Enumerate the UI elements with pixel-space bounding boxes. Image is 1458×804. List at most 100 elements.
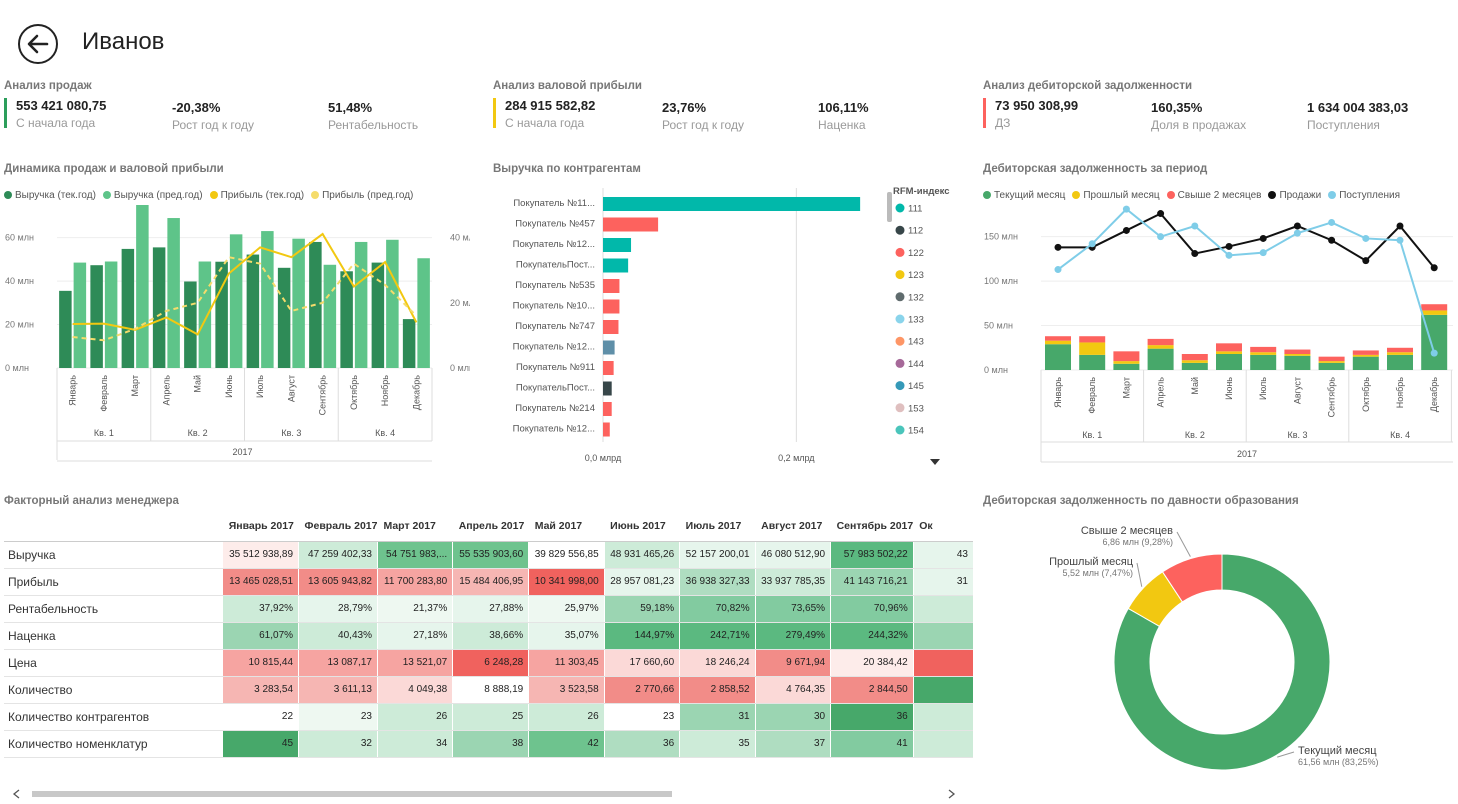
matrix-cell: 6 248,28 [452,649,529,677]
x-tick-label: Август [286,375,296,402]
legend-marker [1166,191,1175,199]
gross-kpi-markup-value: 106,11% [818,100,869,115]
matrix-column-header[interactable]: Сентябрь 2017 [830,511,914,542]
horizontal-scrollbar[interactable] [4,786,964,799]
table-row: Выручка 35 512 938,89 47 259 402,33 54 751 … [4,541,973,569]
bar-customer-revenue [603,217,659,232]
quarter-label: Кв. 3 [1287,430,1307,440]
rfm-legend-marker [895,381,905,391]
legend-item[interactable]: Выручка (пред.год) [102,190,203,201]
sales-kpi-growth-value: -20,38% [172,100,221,115]
legend-label: Свыше 2 месяцев [1177,190,1262,201]
quarter-label: Кв. 1 [94,428,114,438]
chevron-right-icon[interactable] [948,789,956,799]
matrix-column-header[interactable]: Январь 2017 [222,511,299,542]
line-point [1430,349,1438,357]
matrix-cell [912,676,973,704]
bar-receivables-segment [1352,354,1379,357]
category-label: Покупатель №214 [515,403,595,414]
bar-revenue-current [215,261,228,368]
slice-value: 6,86 млн (9,28%) [1103,537,1173,547]
matrix-cell: 36 938 327,33 [679,568,756,596]
matrix-cell: 55 535 903,60 [452,541,529,569]
donut-slice [1113,553,1331,771]
quarter-label: Кв. 2 [1185,430,1205,440]
matrix-cell: 70,82% [679,595,756,623]
legend-item[interactable]: Свыше 2 месяцев [1166,190,1262,201]
matrix-column-header[interactable]: Июнь 2017 [604,511,680,542]
receivables-kpi-receipts-value: 1 634 004 383,03 [1307,100,1409,115]
category-label: Покупатель №12... [513,342,595,353]
back-button[interactable] [18,24,58,64]
line-point [1157,233,1165,241]
bar-revenue-previous [292,238,305,368]
bar-revenue-current [184,281,197,368]
matrix-cell: 37 [754,730,831,758]
bar-revenue-current [59,290,72,368]
bar-receivables-segment [1113,363,1140,370]
gross-kpi-markup-label: Наценка [818,118,866,132]
legend-item[interactable]: Прибыль (тек.год) [209,190,305,201]
legend-marker [311,191,320,199]
row-label: Количество [4,676,223,704]
matrix-cell: 35,07% [528,622,605,650]
kpi-value: 553 421 080,75 [16,98,107,113]
scrollbar-thumb[interactable] [32,791,672,797]
table-row: Количество контрагентов 22 23 26 25 26 23 31 30 3… [4,703,973,731]
legend-marker [102,191,111,199]
receivables-kpi-total: 73 950 308,99 ДЗ [983,98,1078,130]
chevron-left-icon[interactable] [12,789,20,799]
legend-item[interactable]: Поступления [1328,190,1400,201]
matrix-cell: 48 931 465,26 [603,541,680,569]
matrix-cell: 22 [222,703,299,731]
line-receipts [1057,207,1436,354]
category-label: ПокупательПост... [516,260,595,271]
y-tick: 0 млн [984,365,1008,375]
matrix-column-header[interactable]: Март 2017 [377,511,453,542]
bar-revenue-current [371,262,385,368]
table-row: Рентабельность 37,92% 28,79% 21,37% 27,88% 25… [4,595,973,623]
matrix-column-header[interactable]: Август 2017 [755,511,831,542]
rfm-legend-marker [895,403,905,413]
bar-customer-revenue [603,238,632,252]
line-point [1362,257,1370,265]
line-point [1225,242,1233,250]
matrix-cell: 33 937 785,35 [754,568,831,596]
rfm-legend-label: 144 [908,359,924,370]
rfm-legend-marker [895,292,905,302]
matrix-cell: 25 [452,703,529,731]
line-point [1396,222,1404,230]
matrix-column-header[interactable]: Апрель 2017 [452,511,529,542]
receivables-kpi-receipts-label: Поступления [1307,118,1380,132]
legend-item[interactable]: Текущий месяц [983,190,1065,201]
matrix-cell [912,595,973,623]
quarter-label: Кв. 4 [1390,430,1410,440]
matrix-column-header[interactable]: Ок [913,511,973,542]
matrix-corner [4,511,223,542]
matrix-column-header[interactable]: Май 2017 [528,511,605,542]
x-tick-label: Апрель [1156,377,1166,408]
legend-item[interactable]: Выручка (тек.год) [4,190,96,201]
factor-matrix-table: Январь 2017 Февраль 2017 Март 2017 Апрель 2… [4,511,973,758]
y-tick: 150 млн [984,232,1018,242]
legend-item[interactable]: Прибыль (пред.год) [311,190,413,201]
rfm-legend-label: 143 [908,337,924,348]
bar-revenue-previous [229,234,243,368]
customer-revenue-title: Выручка по контрагентам [493,163,641,175]
rfm-legend-marker [895,225,905,235]
matrix-cell: 35 [679,730,756,758]
matrix-cell: 34 [376,730,453,758]
y-tick-left: 60 млн [5,233,34,243]
bar-receivables-segment [1352,350,1379,355]
matrix-cell: 31 [912,568,973,596]
line-point [1293,229,1301,237]
legend-label: Прибыль (тек.год) [220,190,305,201]
matrix-cell: 47 259 402,33 [298,541,378,569]
rfm-legend-label: 122 [908,248,924,259]
matrix-column-header[interactable]: Июль 2017 [679,511,756,542]
legend-item[interactable]: Продажи [1268,190,1321,201]
bar-revenue-current [246,254,260,368]
bar-receivables-segment [1045,340,1071,345]
legend-item[interactable]: Прошлый месяц [1072,190,1160,201]
matrix-column-header[interactable]: Февраль 2017 [298,511,378,542]
